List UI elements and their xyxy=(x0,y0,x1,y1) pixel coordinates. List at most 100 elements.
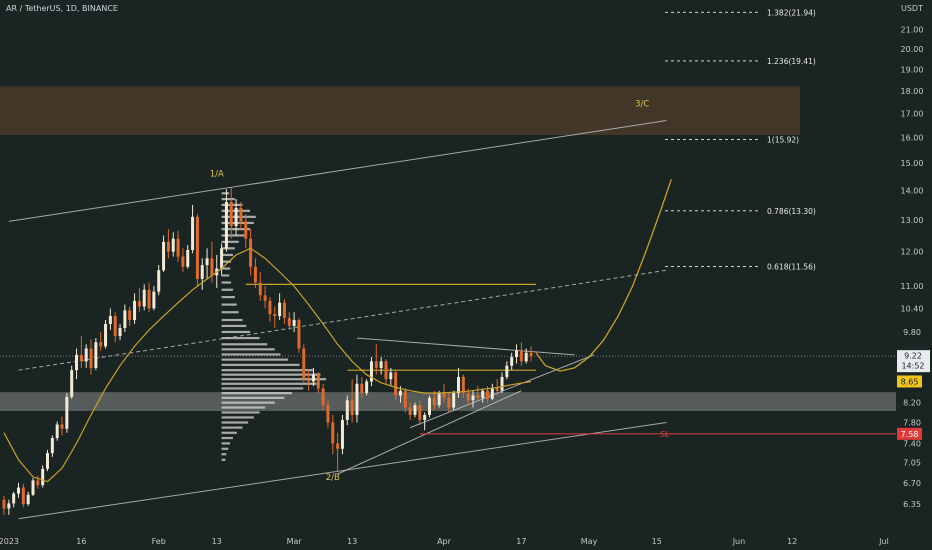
candle xyxy=(176,230,180,262)
candle xyxy=(403,388,407,413)
volume-profile-bar xyxy=(221,324,247,328)
candle-body xyxy=(195,216,199,280)
price-tick-label: 14.00 xyxy=(901,186,924,195)
candle-body xyxy=(384,361,388,380)
price-tick-label: 17.00 xyxy=(901,109,924,118)
candle-body xyxy=(104,323,108,347)
candle-body xyxy=(413,405,417,415)
triangle-top-line xyxy=(356,337,575,356)
candle-body xyxy=(220,248,224,269)
volume-profile-bar xyxy=(221,392,292,395)
candle xyxy=(31,478,35,497)
volume-profile-bar xyxy=(221,192,230,195)
candle xyxy=(365,379,369,396)
candle xyxy=(113,312,117,343)
candle xyxy=(360,376,364,398)
moving-average-layer xyxy=(3,179,672,483)
candle xyxy=(108,308,112,330)
candle xyxy=(104,320,108,349)
candle xyxy=(239,201,243,230)
candle-body xyxy=(427,397,431,415)
volume-profile-bar xyxy=(221,453,227,456)
candle xyxy=(220,243,224,276)
candle-body xyxy=(7,503,11,509)
candle xyxy=(26,491,30,506)
fibonacci-levels: 1.382(21.94) 1.236(19.41) 1(15.92) 0.786(13… xyxy=(665,8,816,271)
price-tick-label: 11.00 xyxy=(901,282,924,291)
candle-body xyxy=(166,241,170,252)
candle-body xyxy=(229,201,233,227)
candle xyxy=(186,245,190,269)
volume-profile-bar xyxy=(221,288,233,291)
candle xyxy=(384,359,388,384)
candle xyxy=(12,491,16,508)
candle xyxy=(157,265,161,296)
time-tick-label: 17 xyxy=(516,537,526,546)
candle xyxy=(70,365,74,399)
candle xyxy=(307,370,311,391)
time-tick-label: 15 xyxy=(652,537,662,546)
last-price-badge xyxy=(897,350,930,373)
candle xyxy=(452,390,456,410)
wave-label: 3/C xyxy=(635,100,649,110)
candle-body xyxy=(17,487,21,494)
volume-profile-bar xyxy=(221,426,243,429)
volume-profile-bar xyxy=(221,234,245,237)
candle-body xyxy=(157,270,161,292)
candle xyxy=(316,372,320,394)
price-tick-label: 6.35 xyxy=(903,500,921,509)
candle-body xyxy=(486,390,490,399)
candle-body xyxy=(186,249,190,267)
candle xyxy=(55,421,59,441)
candle-body xyxy=(26,494,30,505)
candle xyxy=(162,235,166,272)
resistance-zone xyxy=(0,86,800,136)
volume-profile-bar xyxy=(221,373,321,376)
candle xyxy=(515,344,519,364)
volume-profile-bar xyxy=(221,247,235,250)
price-tick-label: 18.00 xyxy=(901,87,924,96)
candle-body xyxy=(515,350,519,358)
volume-profile-bar xyxy=(221,348,275,351)
candle xyxy=(195,213,199,287)
candle xyxy=(519,342,523,366)
fib-level-label: 1.236(19.41) xyxy=(767,57,816,66)
candle xyxy=(331,414,335,455)
candle-body xyxy=(181,256,185,267)
candle-body xyxy=(75,354,79,371)
candle-body xyxy=(31,480,35,495)
countdown-value: 14:52 xyxy=(901,362,924,371)
volume-profile xyxy=(221,192,327,461)
candle xyxy=(273,306,277,328)
candle-body xyxy=(79,354,83,362)
price-tick-label: 9.80 xyxy=(903,328,921,337)
stop-loss-value: 7.58 xyxy=(901,430,919,439)
price-tick-label: 19.00 xyxy=(901,65,924,74)
time-tick-label: 16 xyxy=(76,537,86,546)
candle xyxy=(234,199,238,236)
candle-body xyxy=(21,487,25,505)
fib-level-label: 0.786(13.30) xyxy=(767,207,816,216)
candle xyxy=(427,395,431,418)
candle-body xyxy=(65,396,69,429)
candle xyxy=(7,499,11,515)
candle-body xyxy=(302,348,306,380)
candle-body xyxy=(258,282,262,296)
candle xyxy=(200,258,204,290)
volume-profile-bar xyxy=(221,378,327,381)
candle-body xyxy=(398,390,402,396)
candle-body xyxy=(452,393,456,408)
candle-body xyxy=(442,393,446,398)
candle xyxy=(123,304,127,332)
candle xyxy=(423,412,427,431)
volume-profile-bar xyxy=(221,240,239,243)
time-tick-label: May xyxy=(581,537,598,546)
time-axis: 2023 16 Feb 13 Mar 13 Apr 17 May 15 Jun 12 Jul xyxy=(0,537,889,546)
candle xyxy=(379,357,383,375)
candle xyxy=(147,282,151,313)
time-tick-label: Jul xyxy=(878,537,889,546)
candle-body xyxy=(524,352,528,362)
volume-profile-bar xyxy=(221,343,268,346)
